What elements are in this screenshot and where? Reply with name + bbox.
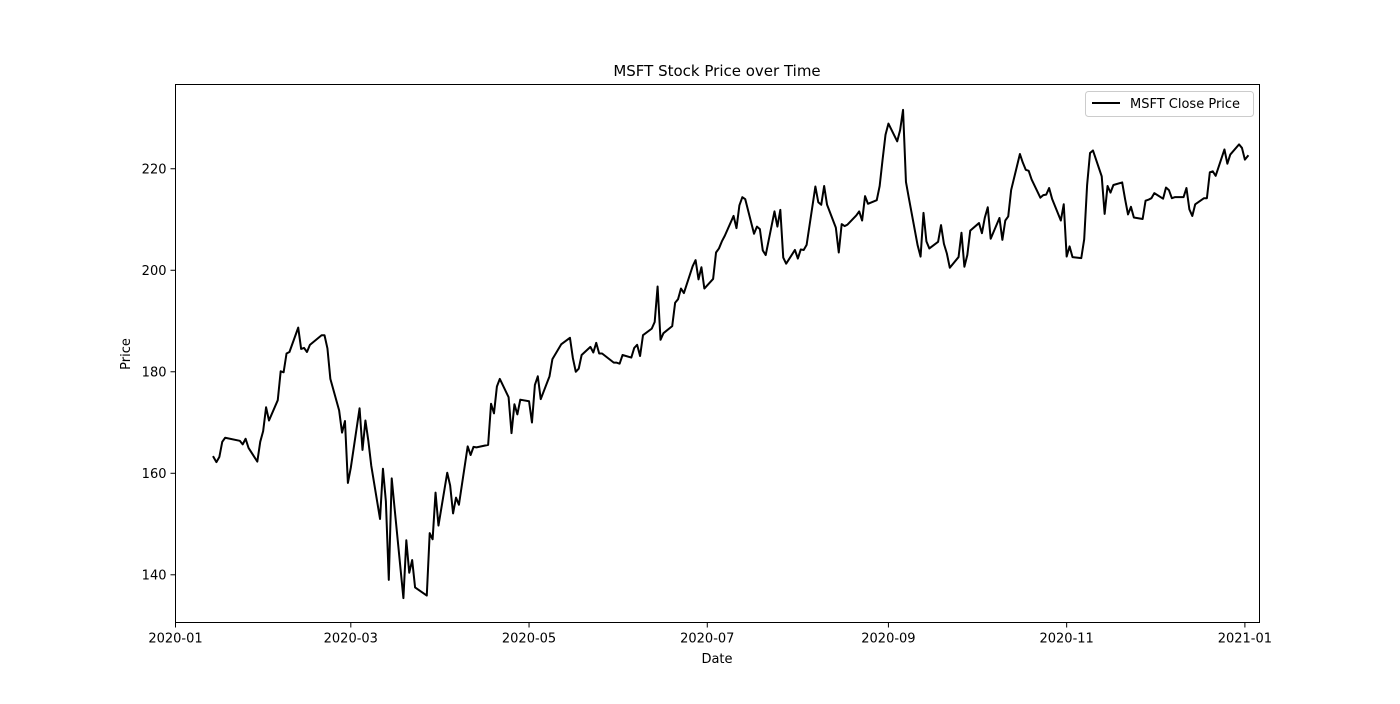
x-tick-label: 2020-01	[148, 632, 202, 647]
y-tick-label: 180	[142, 365, 167, 380]
plot-area-frame	[175, 84, 1260, 623]
y-tick-label: 140	[142, 568, 167, 583]
x-axis-ticks: 2020-01 2020-03 2020-05 2020-07 2020-09 2020-…	[148, 622, 1272, 647]
legend: MSFT Close Price	[1085, 91, 1254, 117]
series-layer	[212, 108, 1250, 600]
x-tick-label: 2020-03	[324, 632, 378, 647]
y-tick-label: 160	[142, 467, 167, 482]
y-axis-label: Price	[119, 338, 134, 370]
series-line-msft-close	[212, 108, 1250, 600]
x-axis-label: Date	[701, 652, 732, 667]
y-tick-label: 200	[142, 264, 167, 279]
y-axis-ticks: 140 160 180 200 220	[142, 162, 176, 583]
legend-box	[1085, 91, 1254, 117]
chart-title: MSFT Stock Price over Time	[613, 62, 820, 80]
x-tick-label: 2020-11	[1039, 632, 1093, 647]
x-tick-label: 2021-01	[1218, 632, 1272, 647]
x-tick-label: 2020-07	[680, 632, 734, 647]
y-tick-label: 220	[142, 162, 167, 177]
x-tick-label: 2020-05	[502, 632, 556, 647]
x-tick-label: 2020-09	[861, 632, 915, 647]
legend-entry: MSFT Close Price	[1130, 97, 1240, 112]
